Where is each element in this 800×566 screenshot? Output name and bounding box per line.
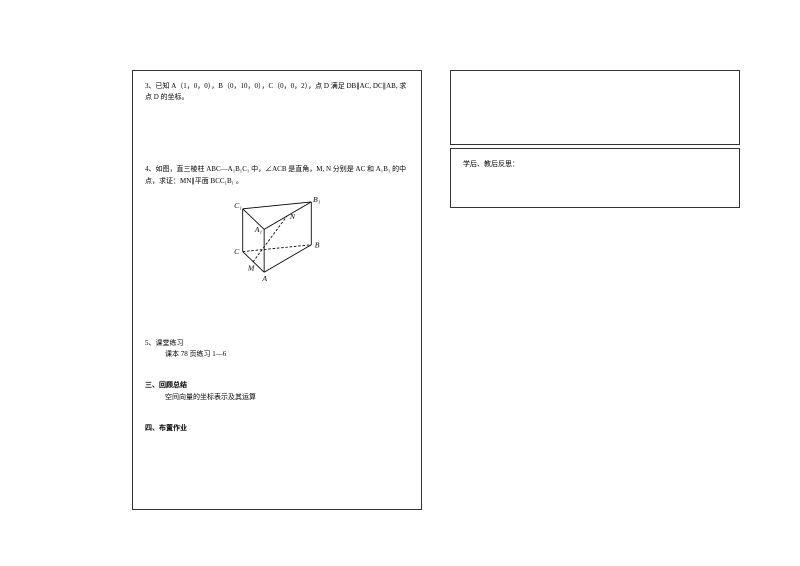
spacer xyxy=(145,366,409,380)
sec3-title: 三、回顾总结 xyxy=(145,380,409,391)
label-n: N xyxy=(289,212,296,221)
section-3: 三、回顾总结 空间向量的坐标表示及其运算 xyxy=(145,380,409,402)
prism-diagram: C₁ B₁ A₁ N C B M A xyxy=(145,193,409,292)
label-m: M xyxy=(247,263,255,272)
label-b1: B₁ xyxy=(313,195,321,204)
q5-title: 5、课堂练习 xyxy=(145,338,409,349)
q5-body: 课本 78 页练习 1—6 xyxy=(145,349,409,360)
label-a1: A₁ xyxy=(254,225,263,234)
label-a: A xyxy=(261,274,267,283)
q3-text: 3、已知 A（1，0，0），B（0，10，0），C（0，0，2），点 D 满足 … xyxy=(145,82,406,101)
page-right-top xyxy=(450,70,740,145)
spacer xyxy=(145,109,409,164)
question-3: 3、已知 A（1，0，0），B（0，10，0），C（0，0，2），点 D 满足 … xyxy=(145,81,409,103)
spacer xyxy=(145,298,409,338)
sec3-body: 空间向量的坐标表示及其运算 xyxy=(145,392,409,403)
page-left: 3、已知 A（1，0，0），B（0，10，0），C（0，0，2），点 D 满足 … xyxy=(132,70,422,510)
page-right-bottom: 学后、教后反思： xyxy=(450,148,740,208)
reflection-label: 学后、教后反思： xyxy=(463,160,519,168)
prism-svg: C₁ B₁ A₁ N C B M A xyxy=(217,193,337,288)
question-4: 4、如图，直三棱柱 ABC—A₁B₁C₁ 中，∠ACB 是直角，M, N 分别是… xyxy=(145,164,409,186)
sec4-title: 四、布置作业 xyxy=(145,423,409,434)
q4-text: 4、如图，直三棱柱 ABC—A₁B₁C₁ 中，∠ACB 是直角，M, N 分别是… xyxy=(145,165,406,184)
question-5: 5、课堂练习 课本 78 页练习 1—6 xyxy=(145,338,409,360)
section-4: 四、布置作业 xyxy=(145,423,409,434)
spacer xyxy=(145,409,409,423)
label-c: C xyxy=(234,247,240,256)
label-b: B xyxy=(315,240,320,249)
label-c1: C₁ xyxy=(234,201,242,210)
